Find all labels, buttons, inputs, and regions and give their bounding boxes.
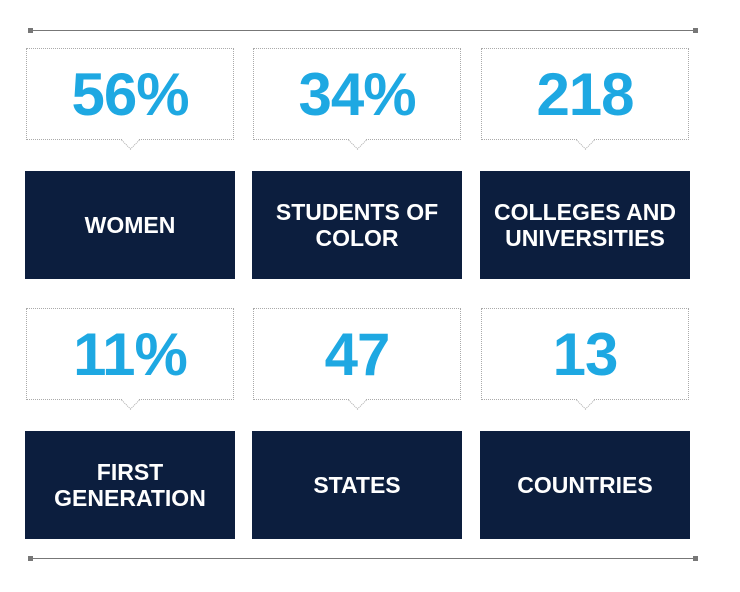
callout-pointer	[121, 131, 140, 150]
stat-callout: 13	[481, 308, 689, 410]
stat-value: 13	[552, 320, 619, 388]
stat-label: FIRST GENERATION	[25, 431, 235, 539]
stat-value: 34%	[298, 60, 416, 128]
callout-pointer	[348, 131, 367, 150]
stat-label: COUNTRIES	[480, 431, 690, 539]
callout-pointer	[121, 391, 140, 410]
callout-pointer	[348, 391, 367, 410]
label-line: COLLEGES AND	[494, 199, 676, 225]
label-line: GENERATION	[54, 485, 206, 511]
stat-callout: 11%	[26, 308, 234, 410]
stat-value: 11%	[73, 320, 188, 388]
stat-value: 47	[324, 320, 391, 388]
label-line: COLOR	[315, 225, 399, 251]
stat-callout: 218	[481, 48, 689, 150]
stat-callout: 34%	[253, 48, 461, 150]
stat-label: STUDENTS OF COLOR	[252, 171, 462, 279]
callout-pointer	[576, 391, 595, 410]
stat-label: STATES	[252, 431, 462, 539]
stat-value: 218	[536, 60, 634, 128]
label-line: STUDENTS OF	[275, 199, 439, 225]
bottom-rule	[28, 556, 698, 561]
label-line: WOMEN	[84, 212, 176, 238]
stat-label: COLLEGES AND UNIVERSITIES	[480, 171, 690, 279]
label-line: FIRST	[96, 459, 164, 485]
stat-value: 56%	[71, 60, 189, 128]
label-line: STATES	[313, 472, 401, 498]
top-rule	[28, 28, 698, 33]
stat-callout: 56%	[26, 48, 234, 150]
stat-callout: 47	[253, 308, 461, 410]
label-line: COUNTRIES	[517, 472, 653, 498]
label-line: UNIVERSITIES	[505, 225, 665, 251]
stat-label: WOMEN	[25, 171, 235, 279]
callout-pointer	[576, 131, 595, 150]
